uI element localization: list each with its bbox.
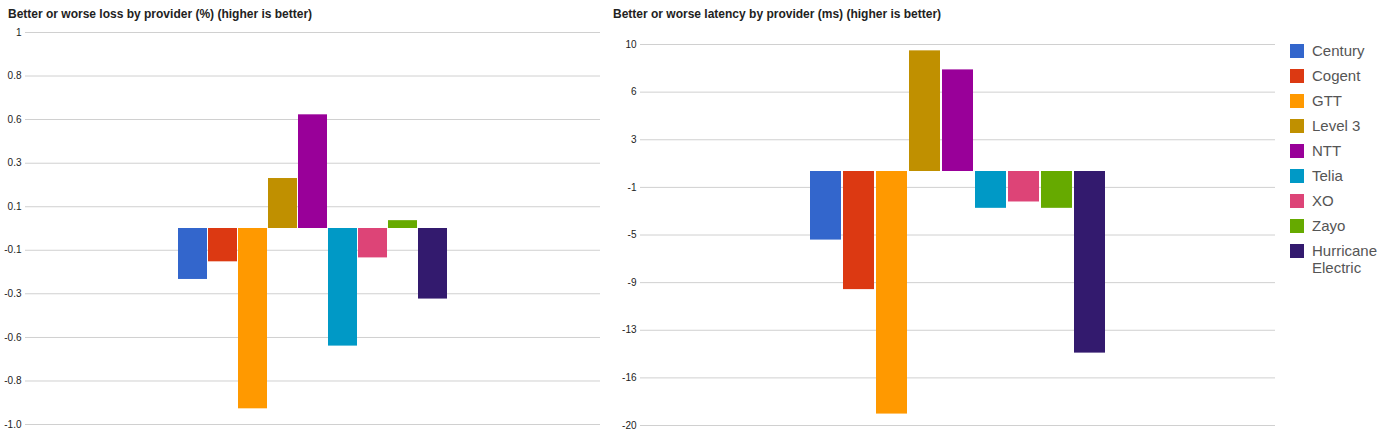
html-text:Better or worse latency by pro: Better or worse latency by provider (ms)… [613,7,942,21]
html-text:Hurricane Electric: Hurricane Electric [1312,242,1377,276]
svg-text:-20: -20 [622,420,637,431]
svg-text:0.8: 0.8 [8,70,22,81]
html-text:Better or worse loss by provid: Better or worse loss by provider (%) (hi… [8,7,313,21]
svg-text:-0.8: -0.8 [4,375,22,386]
html-text:Century: Century [1312,42,1365,59]
svg-text:-9: -9 [628,277,637,288]
html-text:Cogent: Cogent [1312,67,1361,84]
html-text:Level 3: Level 3 [1312,117,1361,134]
svg-text:0.6: 0.6 [8,114,22,125]
svg-text:-0.3: -0.3 [4,288,22,299]
svg-text:-13: -13 [622,324,637,335]
html-text:Telia: Telia [1312,167,1343,184]
svg-text:6: 6 [631,86,637,97]
svg-text:-16: -16 [622,372,637,383]
svg-text:1: 1 [16,27,22,38]
svg-text:3: 3 [631,134,637,145]
svg-text:-5: -5 [628,229,637,240]
svg-text:-0.1: -0.1 [4,244,22,255]
svg-text:-0.6: -0.6 [4,332,22,343]
html-text:GTT: GTT [1312,92,1342,109]
html-text:XO: XO [1312,192,1334,209]
svg-text:-1.0: -1.0 [4,419,22,430]
html-text:Zayo: Zayo [1312,217,1346,234]
svg-text:0.1: 0.1 [8,201,22,212]
svg-text:-1: -1 [628,182,637,193]
svg-text:0.3: 0.3 [8,157,22,168]
html-text:NTT: NTT [1312,142,1342,159]
svg-text:10: 10 [625,39,637,50]
